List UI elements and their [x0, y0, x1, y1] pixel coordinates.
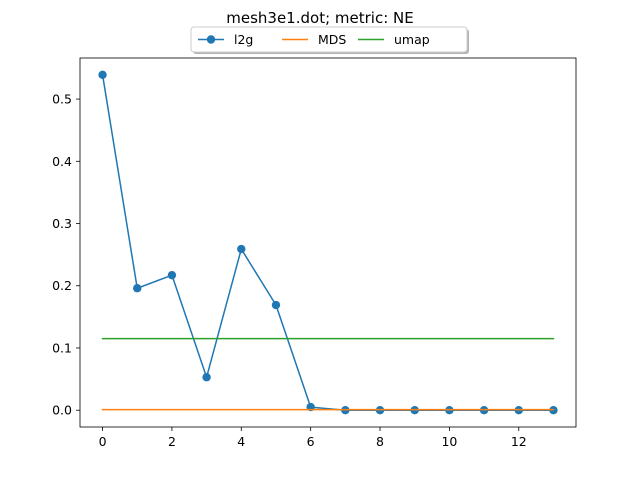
y-tick-label-1: 0.1 — [52, 340, 72, 355]
legend-label-MDS: MDS — [318, 32, 346, 47]
legend-label-umap: umap — [394, 32, 430, 47]
y-tick-label-3: 0.3 — [52, 216, 72, 231]
data-point-l2g-2 — [167, 270, 177, 280]
y-tick-label-0: 0.0 — [52, 403, 72, 418]
data-point-l2g-5 — [271, 300, 281, 310]
x-tick-label-4: 8 — [376, 434, 384, 449]
legend-marker-l2g — [206, 35, 216, 44]
data-point-l2g-3 — [202, 373, 211, 382]
chart-title: mesh3e1.dot; metric: NE — [226, 9, 413, 27]
data-point-l2g-1 — [133, 284, 142, 293]
legend: l2g MDS umap — [190, 26, 469, 54]
legend-box — [190, 26, 468, 53]
data-point-l2g-0 — [98, 70, 107, 80]
x-tick-label-2: 4 — [237, 434, 245, 449]
x-tick-label-3: 6 — [307, 434, 315, 449]
x-tick-label-1: 2 — [168, 434, 176, 449]
x-tick-label-0: 0 — [99, 434, 107, 449]
y-tick-label-4: 0.4 — [52, 154, 72, 169]
x-tick-label-5: 10 — [441, 434, 457, 449]
data-point-l2g-4 — [237, 244, 246, 254]
y-tick-label-2: 0.2 — [52, 278, 72, 293]
axes-frame — [79, 57, 577, 428]
legend-label-l2g: l2g — [234, 32, 253, 47]
plot-area: 0 2 4 6 8 10 12 0.0 0.1 0.2 0.3 0.4 0.5 — [52, 57, 577, 449]
x-tick-label-6: 12 — [511, 434, 527, 449]
y-tick-label-5: 0.5 — [52, 92, 72, 107]
